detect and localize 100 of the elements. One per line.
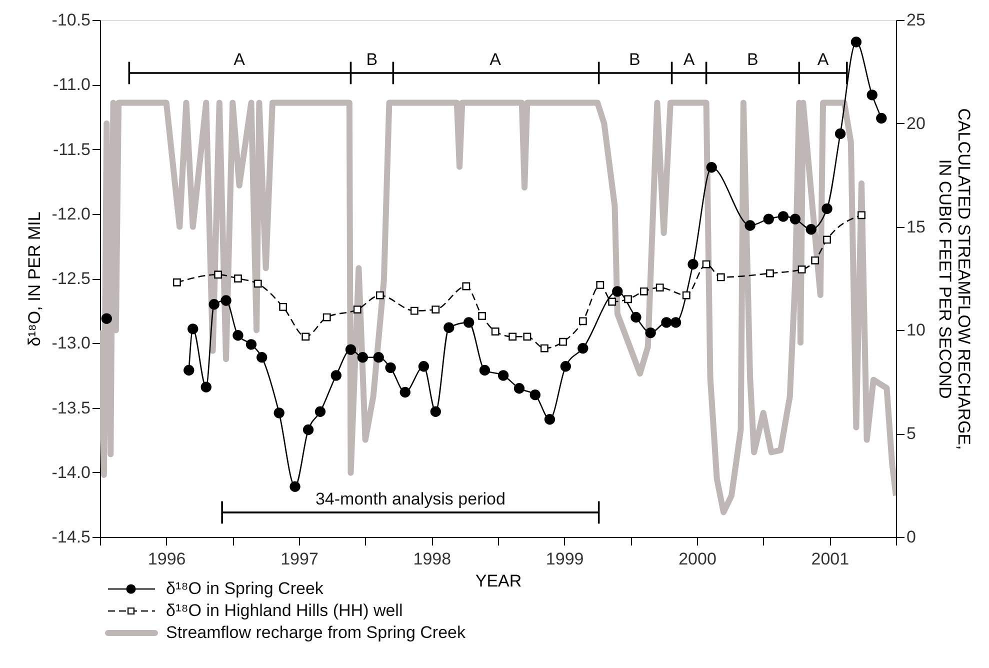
point [418, 361, 430, 372]
point [508, 332, 517, 341]
point [688, 258, 698, 270]
point [858, 211, 866, 220]
point [410, 306, 418, 315]
point [357, 352, 368, 363]
annotation: A [234, 50, 246, 69]
point [302, 332, 310, 341]
annotation: B [747, 50, 758, 69]
point [706, 162, 717, 173]
point [234, 274, 242, 282]
point [544, 414, 556, 425]
point [523, 332, 532, 341]
point [530, 389, 540, 400]
point [220, 295, 232, 306]
legend-label: δ¹⁸O in Highland Hills (HH) well [166, 601, 403, 620]
point [479, 364, 490, 376]
y2-tick-label: 10 [906, 320, 926, 340]
point [876, 112, 887, 124]
point [214, 270, 222, 279]
point [514, 383, 525, 394]
point [716, 273, 725, 282]
point [478, 312, 486, 320]
point [373, 352, 384, 363]
point [430, 406, 441, 417]
point [744, 220, 756, 231]
x-tick-label: 1997 [280, 550, 318, 568]
point [798, 266, 806, 274]
point [823, 236, 831, 244]
y2-tick-label: 5 [906, 424, 916, 444]
y-tick-label: -14.5 [52, 528, 90, 546]
point [682, 291, 690, 300]
annotation: 34-month analysis period [315, 489, 506, 508]
point [376, 291, 384, 300]
point [101, 313, 112, 324]
x-tick-label: 2000 [678, 550, 716, 568]
point [302, 424, 314, 436]
point [596, 281, 604, 289]
point [624, 295, 632, 304]
y-tick-label: -13.5 [52, 398, 90, 418]
point [184, 364, 194, 376]
point [560, 361, 572, 372]
annotation: B [366, 50, 378, 69]
point [866, 90, 878, 100]
y-tick-label: -11.0 [53, 75, 90, 94]
point [608, 298, 616, 306]
point [778, 211, 789, 222]
point [400, 386, 410, 398]
point [232, 330, 244, 341]
point [661, 317, 672, 328]
point [834, 128, 846, 140]
y2-tick-label: 15 [906, 217, 926, 236]
point [462, 282, 470, 290]
point [274, 408, 284, 418]
legend-label: Streamflow recharge from Spring Creek [166, 623, 466, 642]
x-tick-label: 1999 [546, 550, 584, 568]
y2-tick-label: 25 [906, 10, 926, 30]
point [645, 327, 656, 338]
point [702, 260, 710, 268]
point [630, 312, 642, 323]
x-tick-label: 2001 [811, 550, 850, 568]
point [498, 370, 509, 381]
point [559, 338, 567, 346]
point [444, 322, 454, 333]
point [314, 406, 326, 417]
point [811, 256, 820, 264]
point [850, 36, 862, 48]
point [330, 370, 342, 381]
point [188, 324, 198, 334]
annotation: A [490, 50, 502, 69]
point [345, 344, 356, 355]
point [540, 344, 548, 352]
point [766, 269, 774, 278]
y-tick-label: -12.0 [52, 204, 90, 224]
point [806, 224, 816, 235]
point [385, 362, 396, 374]
point [491, 328, 500, 336]
annotation: B [628, 50, 640, 69]
y2-tick-label: 0 [906, 528, 916, 546]
y-tick-label: -10.5 [52, 10, 90, 30]
point [172, 278, 181, 286]
point [322, 313, 331, 322]
annotation: A [683, 50, 696, 69]
y2-axis-title: CALCULATED STREAMFLOW RECHARGE, IN CUBIC FEET PER SECOND [935, 108, 974, 450]
point [463, 317, 474, 328]
x-tick-label: 1996 [148, 550, 186, 568]
x-tick-label: 1998 [413, 550, 452, 568]
y2-tick-label: 20 [906, 114, 926, 133]
point [763, 214, 774, 224]
point [432, 306, 440, 314]
point [822, 203, 832, 214]
point [670, 317, 682, 328]
y-tick-label: -14.0 [52, 462, 90, 482]
point [578, 342, 588, 354]
point [612, 286, 623, 297]
annotation: A [817, 50, 830, 69]
point [656, 284, 664, 292]
y-tick-label: -12.5 [52, 269, 90, 288]
y-tick-label: -11.5 [53, 140, 90, 159]
legend-label: δ¹⁸O in Spring Creek [166, 579, 324, 598]
